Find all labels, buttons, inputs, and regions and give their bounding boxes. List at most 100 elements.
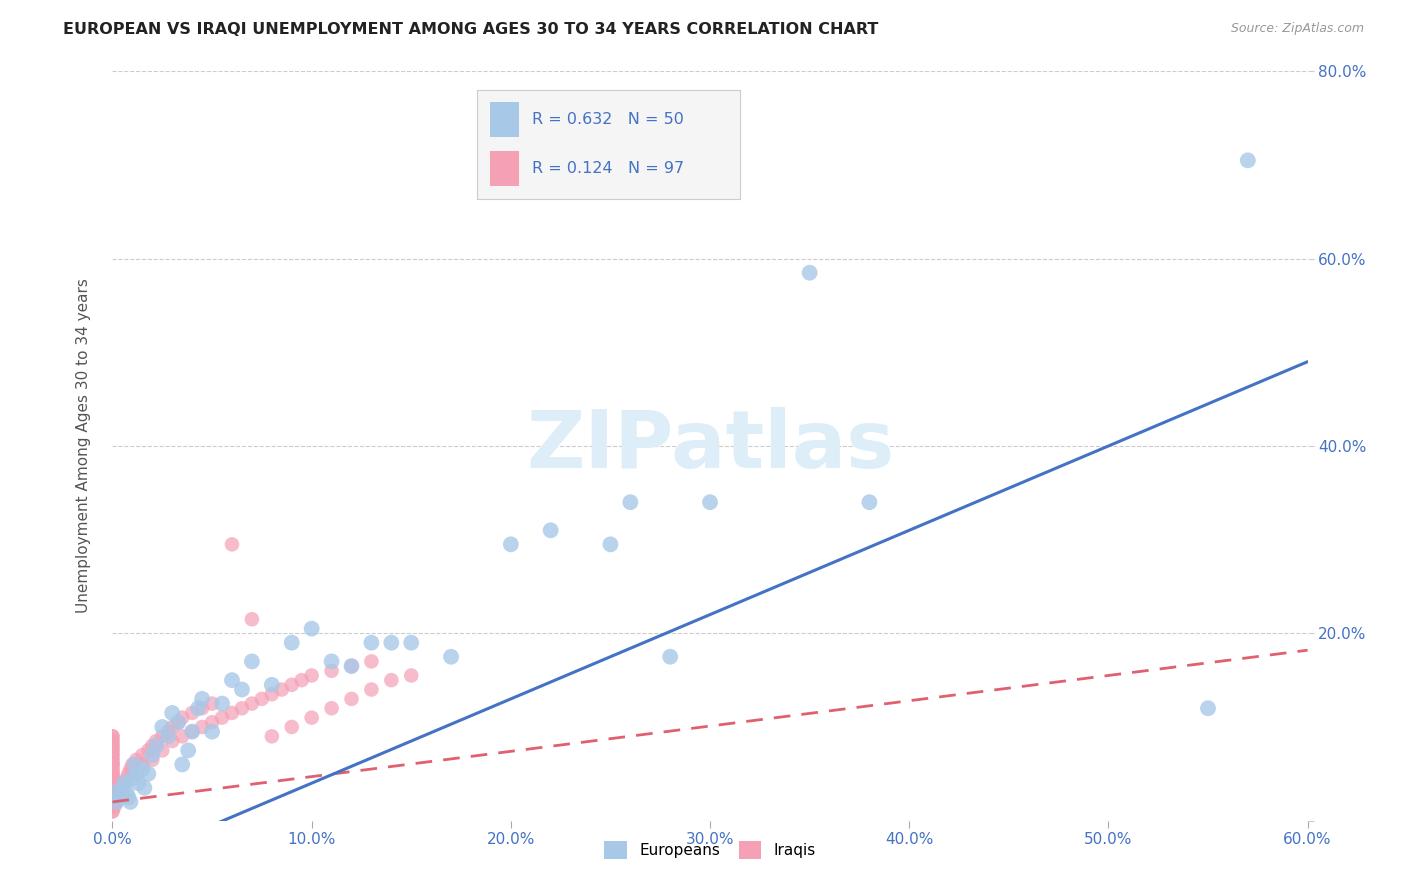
Point bbox=[101, 772, 124, 786]
Point bbox=[145, 739, 167, 753]
Point bbox=[101, 767, 124, 781]
Text: EUROPEAN VS IRAQI UNEMPLOYMENT AMONG AGES 30 TO 34 YEARS CORRELATION CHART: EUROPEAN VS IRAQI UNEMPLOYMENT AMONG AGE… bbox=[63, 22, 879, 37]
Point bbox=[125, 767, 148, 781]
Point bbox=[131, 757, 153, 772]
Point bbox=[101, 790, 124, 805]
Point bbox=[599, 537, 621, 551]
Point bbox=[380, 673, 402, 688]
Point bbox=[281, 678, 304, 692]
Point bbox=[101, 757, 124, 772]
Point bbox=[157, 730, 180, 744]
Point bbox=[101, 786, 124, 800]
Point bbox=[260, 687, 283, 701]
Point bbox=[101, 790, 124, 805]
Point bbox=[187, 701, 209, 715]
Point bbox=[125, 753, 148, 767]
Point bbox=[162, 734, 183, 748]
Point bbox=[101, 730, 124, 744]
Point bbox=[101, 780, 124, 795]
Point bbox=[101, 772, 124, 786]
Point bbox=[162, 706, 183, 720]
Point bbox=[231, 682, 253, 697]
Point bbox=[101, 757, 124, 772]
Point bbox=[301, 710, 323, 724]
Point bbox=[191, 701, 214, 715]
Point bbox=[101, 747, 124, 762]
Point bbox=[121, 772, 143, 786]
Point bbox=[101, 776, 124, 790]
Point bbox=[107, 790, 129, 805]
Point bbox=[301, 668, 323, 682]
Point bbox=[211, 697, 233, 711]
Text: Source: ZipAtlas.com: Source: ZipAtlas.com bbox=[1230, 22, 1364, 36]
Point bbox=[799, 266, 821, 280]
Point bbox=[101, 757, 124, 772]
Point bbox=[145, 734, 167, 748]
Point bbox=[101, 780, 124, 795]
Point bbox=[291, 673, 314, 688]
Point bbox=[110, 786, 132, 800]
Point bbox=[270, 682, 292, 697]
Point bbox=[101, 790, 124, 805]
Point bbox=[162, 720, 183, 734]
Point bbox=[499, 537, 522, 551]
Point bbox=[440, 649, 463, 664]
Point bbox=[114, 776, 135, 790]
Point bbox=[177, 743, 200, 757]
Point bbox=[211, 710, 233, 724]
Point bbox=[120, 762, 142, 776]
Point bbox=[659, 649, 682, 664]
Point bbox=[260, 730, 283, 744]
Point bbox=[101, 795, 124, 809]
Point bbox=[231, 701, 253, 715]
Point bbox=[101, 753, 124, 767]
Point bbox=[111, 780, 134, 795]
Point bbox=[167, 715, 190, 730]
Point bbox=[103, 799, 125, 814]
Point bbox=[101, 767, 124, 781]
Point bbox=[301, 622, 323, 636]
Point bbox=[134, 780, 156, 795]
Point bbox=[101, 767, 124, 781]
Point bbox=[321, 664, 343, 678]
Point bbox=[101, 786, 124, 800]
Point bbox=[181, 724, 204, 739]
Point bbox=[321, 655, 343, 669]
Point bbox=[240, 612, 263, 626]
Point bbox=[101, 795, 124, 809]
Point bbox=[141, 753, 163, 767]
Point bbox=[281, 635, 304, 649]
Point bbox=[101, 786, 124, 800]
Point bbox=[150, 720, 173, 734]
Point bbox=[101, 743, 124, 757]
Point bbox=[281, 720, 304, 734]
Point bbox=[101, 747, 124, 762]
Point bbox=[101, 805, 124, 819]
Point bbox=[101, 799, 124, 814]
Text: ZIPatlas: ZIPatlas bbox=[526, 407, 894, 485]
Point bbox=[240, 655, 263, 669]
Point bbox=[360, 655, 382, 669]
Point bbox=[101, 730, 124, 744]
Point bbox=[101, 780, 124, 795]
Point bbox=[141, 747, 163, 762]
Point bbox=[380, 635, 402, 649]
Y-axis label: Unemployment Among Ages 30 to 34 years: Unemployment Among Ages 30 to 34 years bbox=[76, 278, 91, 614]
Point bbox=[201, 715, 224, 730]
Point bbox=[172, 730, 194, 744]
Point bbox=[191, 720, 214, 734]
Point bbox=[1237, 153, 1260, 168]
Point bbox=[127, 776, 149, 790]
Point bbox=[340, 692, 363, 706]
Point bbox=[111, 780, 134, 795]
Point bbox=[101, 762, 124, 776]
Point bbox=[131, 747, 153, 762]
Point bbox=[201, 724, 224, 739]
Point bbox=[131, 762, 153, 776]
Point bbox=[240, 697, 263, 711]
Point bbox=[191, 692, 214, 706]
Point bbox=[121, 757, 143, 772]
Point bbox=[150, 730, 173, 744]
Point bbox=[221, 537, 243, 551]
Point bbox=[181, 706, 204, 720]
